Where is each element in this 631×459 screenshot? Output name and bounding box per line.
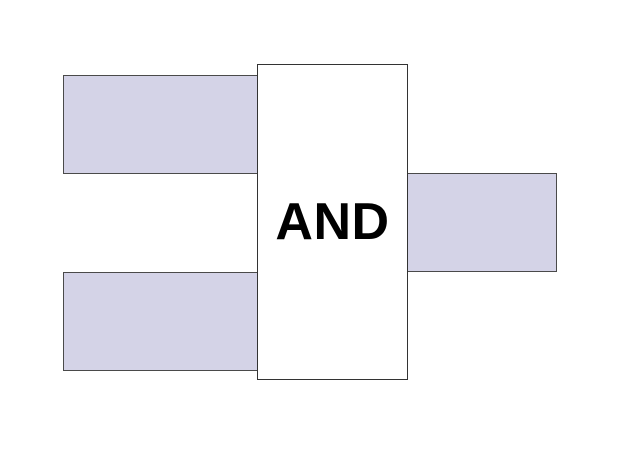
output-block <box>406 173 557 272</box>
and-gate: AND <box>257 64 408 380</box>
gate-label: AND <box>275 193 390 251</box>
input-b-block <box>63 272 259 371</box>
input-a-block <box>63 75 259 174</box>
